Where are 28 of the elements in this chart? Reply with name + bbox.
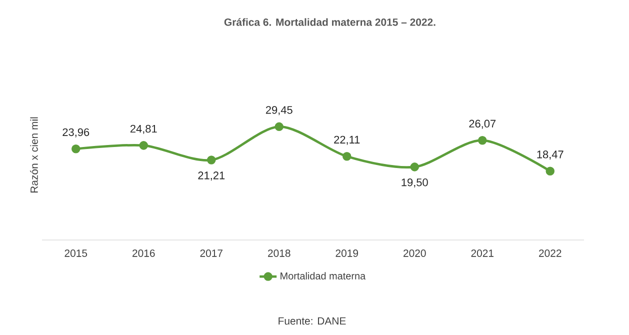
data-label: 18,47 xyxy=(537,150,564,160)
legend-label: Mortalidad materna xyxy=(280,272,366,280)
point xyxy=(206,156,216,164)
x-tick-label: 2018 xyxy=(268,250,290,257)
data-label: 19,50 xyxy=(402,178,428,188)
x-tick-label: 2017 xyxy=(200,250,222,257)
point xyxy=(546,166,555,176)
point xyxy=(139,141,148,150)
data-label: 26,07 xyxy=(469,120,496,129)
data-label: 23,96 xyxy=(62,128,90,138)
point xyxy=(478,136,487,145)
point xyxy=(274,122,284,132)
x-tick-label: 2022 xyxy=(539,250,562,257)
x-tick-label: 2016 xyxy=(132,250,155,257)
point xyxy=(71,144,80,154)
data-label: 24,81 xyxy=(130,124,157,134)
data-label: 22,11 xyxy=(334,136,360,145)
y-axis-title: Razón x cien mil xyxy=(30,117,38,193)
data-label: 29,45 xyxy=(266,106,292,116)
x-tick-label: 2015 xyxy=(64,250,88,257)
chart-title: Gráfica 6. Mortalidad materna 2015 – 2022. xyxy=(224,18,436,26)
point xyxy=(410,162,420,172)
source-note: Fuente: DANE xyxy=(278,317,346,325)
data-label: 21,21 xyxy=(198,172,225,181)
x-tick-label: 2021 xyxy=(471,250,494,257)
x-tick-label: 2019 xyxy=(336,250,358,257)
point xyxy=(342,152,352,161)
x-tick-label: 2020 xyxy=(404,250,426,257)
